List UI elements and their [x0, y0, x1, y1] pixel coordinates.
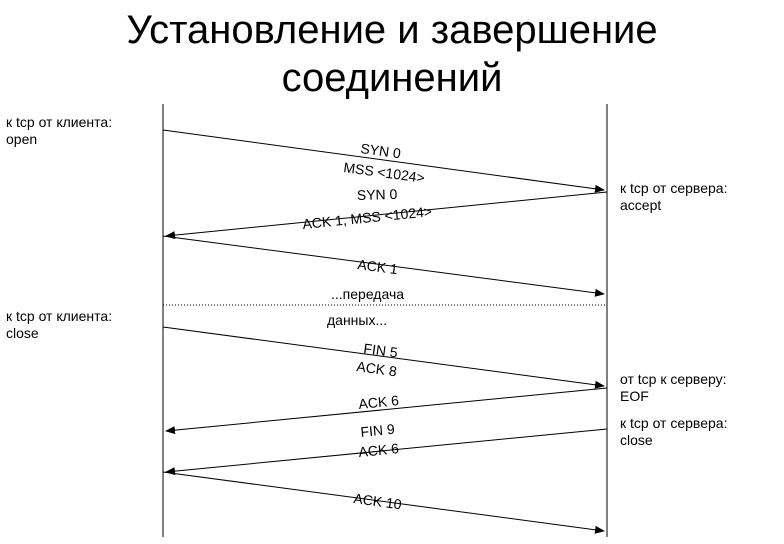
server-close-label-line-1: к tcp от сервера: — [620, 415, 728, 431]
msg-syn0-server: SYN 0 — [357, 186, 398, 203]
msg-transfer-2: данных... — [327, 312, 387, 328]
msg-ack8: ACK 8 — [356, 358, 398, 379]
msg-syn0: SYN 0 — [360, 140, 402, 161]
msg-ack1-mss: ACK 1, MSS <1024> — [302, 203, 433, 232]
msg-ack1: ACK 1 — [357, 256, 399, 277]
server-eof-label-line-2: EOF — [620, 388, 649, 404]
arrow-ack10-client-to-server — [162, 471, 605, 534]
arrow-ack6-server-to-client — [165, 387, 608, 435]
arrow-fin-client-to-server — [162, 326, 605, 389]
diagram-title-line-2: соединений — [281, 56, 503, 100]
server-eof-label: от tcp к серверу: EOF — [620, 371, 727, 405]
server-accept-label: к tcp от сервера: accept — [620, 180, 727, 214]
arrow-syn-ack-server-to-client — [165, 191, 608, 240]
diagram-title-line-1: Установление и завершение — [126, 8, 658, 52]
client-close-label: к tcp от клиента: close — [6, 308, 112, 342]
server-accept-label-line-2: accept — [620, 197, 662, 213]
client-close-label-line-1: к tcp от клиента: — [6, 308, 113, 324]
msg-fin5: FIN 5 — [363, 340, 399, 360]
client-open-label: к tcp от клиента: open — [6, 114, 112, 148]
msg-ack6-a: ACK 6 — [358, 392, 400, 412]
server-accept-label-line-1: к tcp от сервера: — [620, 180, 728, 196]
msg-ack10: ACK 10 — [353, 490, 403, 512]
arrow-fin9-server-to-client — [165, 428, 608, 476]
server-eof-label-line-1: от tcp к серверу: — [620, 371, 727, 387]
client-close-label-line-2: close — [6, 325, 39, 341]
msg-fin9: FIN 9 — [360, 421, 396, 440]
client-open-label-line-2: open — [6, 131, 38, 147]
msg-mss-client: MSS <1024> — [343, 159, 426, 186]
server-close-label: к tcp от сервера: close — [620, 415, 727, 449]
server-close-label-line-2: close — [620, 432, 653, 448]
arrow-syn-client-to-server — [162, 129, 605, 193]
msg-ack6-b: ACK 6 — [358, 440, 400, 460]
client-open-label-line-1: к tcp от клиента: — [6, 114, 113, 130]
msg-transfer-1: ...передача — [331, 286, 404, 302]
arrow-ack1-client-to-server — [162, 235, 605, 297]
